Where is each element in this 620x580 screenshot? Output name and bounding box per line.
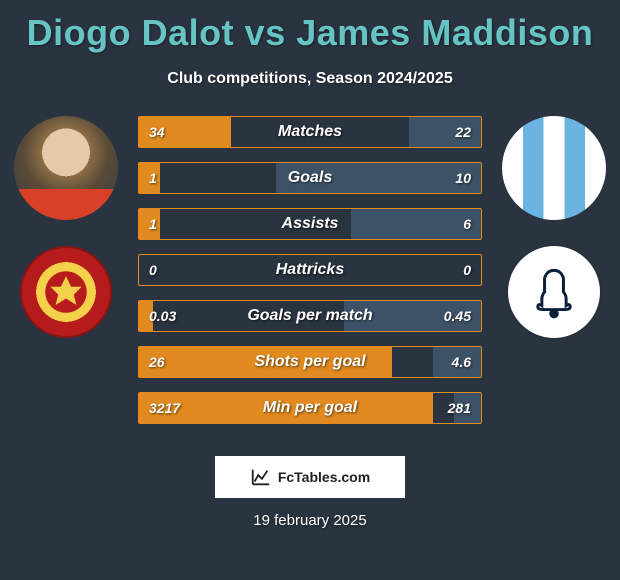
stat-value-left: 3217 [149,400,180,416]
stat-value-left: 1 [149,170,157,186]
stat-bar-left [139,393,433,423]
vs-text: vs [245,12,286,53]
footer-brand-text: FcTables.com [278,469,370,485]
stat-row: 16Assists [138,208,482,240]
stat-value-left: 1 [149,216,157,232]
stat-row: 0 0Hattricks [138,254,482,286]
player-b-avatar [502,116,606,220]
subtitle: Club competitions, Season 2024/2025 [0,70,620,88]
player-a-avatar [14,116,118,220]
stat-value-left: 34 [149,124,165,140]
club-a-badge [20,246,112,338]
stat-row: 264.6Shots per goal [138,346,482,378]
club-b-badge [508,246,600,338]
stat-value-right: 0.45 [444,308,471,324]
stat-bar-right [351,209,481,239]
stat-value-right: 281 [448,400,471,416]
stat-bar-right [276,163,481,193]
stat-row: 3217281Min per goal [138,392,482,424]
club-b-crest-icon [527,265,581,319]
stat-label: Hattricks [139,261,481,279]
stat-value-left: 0.03 [149,308,176,324]
stat-value-right: 22 [455,124,471,140]
left-column [6,116,126,338]
stat-value-right: 0 [463,262,471,278]
comparison-title: Diogo Dalot vs James Maddison [0,0,620,54]
player-a-name: Diogo Dalot [27,12,234,53]
stat-row: 0.030.45Goals per match [138,300,482,332]
player-b-name: James Maddison [296,12,593,53]
right-column [494,116,614,338]
stat-value-right: 10 [455,170,471,186]
club-a-crest-icon [40,266,92,318]
stats-list: 3422Matches110Goals16Assists00Hattricks0… [138,116,482,424]
stat-bar-left [139,347,392,377]
stat-value-left: 0 [149,262,157,278]
stat-value-left: 26 [149,354,165,370]
comparison-body: 3422Matches110Goals16Assists00Hattricks0… [0,116,620,436]
stat-value-right: 4.6 [452,354,471,370]
date-text: 19 february 2025 [0,512,620,529]
stat-value-right: 6 [463,216,471,232]
footer-brand-box: FcTables.com [215,456,405,498]
stat-row: 3422Matches [138,116,482,148]
chart-icon [250,466,272,488]
stat-row: 110Goals [138,162,482,194]
